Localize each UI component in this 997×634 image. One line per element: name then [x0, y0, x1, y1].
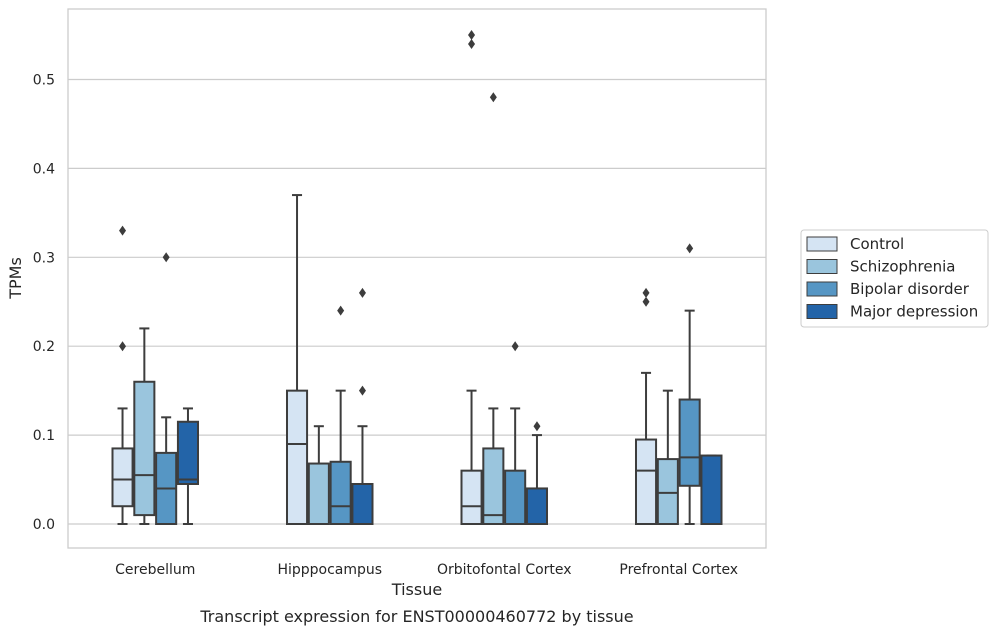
- legend-label: Bipolar disorder: [850, 280, 970, 298]
- outlier-point: [468, 30, 476, 41]
- chart-caption: Transcript expression for ENST0000046077…: [199, 607, 633, 626]
- legend-swatch: [806, 259, 838, 274]
- outlier-point: [489, 92, 497, 103]
- y-tick-label: 0.4: [33, 161, 55, 177]
- outlier-point: [642, 287, 650, 298]
- box-body: [285, 389, 309, 525]
- outlier-point: [358, 385, 366, 396]
- y-tick-label: 0.5: [33, 73, 55, 89]
- x-tick-label: Orbitofontal Cortex: [437, 562, 572, 578]
- box-body: [700, 454, 723, 525]
- x-tick-label: Prefrontal Cortex: [619, 562, 738, 578]
- box-schizophrenia: [307, 425, 330, 526]
- outlier-point: [162, 252, 170, 263]
- legend-frame: [800, 229, 989, 328]
- box-control: [111, 225, 134, 525]
- box-body: [329, 460, 352, 525]
- box-bipolar-disorder: [329, 305, 352, 525]
- box-body: [525, 487, 549, 526]
- box-control: [460, 30, 483, 526]
- outlier-point: [686, 243, 694, 254]
- box-control: [634, 287, 658, 526]
- y-axis-ticks: 0.0 0.1 0.2 0.3 0.4 0.5: [33, 73, 55, 534]
- box-major-depression: [176, 407, 200, 525]
- legend-label: Schizophrenia: [850, 258, 955, 276]
- y-tick-label: 0.2: [33, 339, 55, 355]
- box-body: [111, 447, 134, 508]
- legend-label: Control: [850, 235, 904, 253]
- box-bipolar-disorder: [504, 341, 527, 526]
- outlier-point: [511, 341, 519, 352]
- box-major-depression: [351, 287, 374, 525]
- box-body: [678, 398, 701, 487]
- legend-swatch: [806, 281, 838, 297]
- box-body: [482, 447, 505, 525]
- box-body: [176, 420, 200, 485]
- y-tick-label: 0.1: [33, 428, 55, 444]
- box-major-depression: [525, 421, 549, 526]
- box-body: [504, 469, 527, 526]
- outlier-point: [358, 287, 366, 298]
- outlier-point: [119, 341, 127, 352]
- x-axis-ticks: Cerebellum Hipppocampus Orbitofontal Corte…: [115, 562, 738, 578]
- legend-label: Major depression: [850, 303, 978, 321]
- box-body: [351, 482, 374, 525]
- x-tick-label: Cerebellum: [115, 562, 195, 578]
- box-major-depression: [700, 454, 723, 525]
- y-tick-label: 0.0: [33, 517, 55, 533]
- outlier-point: [337, 305, 345, 316]
- box-schizophrenia: [133, 327, 156, 525]
- legend-swatch: [806, 236, 838, 252]
- box-body: [460, 469, 483, 526]
- y-tick-label: 0.3: [33, 250, 55, 266]
- x-axis-title: Tissue: [391, 580, 442, 599]
- outlier-point: [468, 38, 476, 49]
- x-tick-label: Hipppocampus: [277, 562, 382, 578]
- box-body: [133, 380, 156, 517]
- box-bipolar-disorder: [678, 243, 701, 525]
- box-schizophrenia: [656, 389, 679, 525]
- outlier-point: [642, 296, 650, 307]
- legend: Control Schizophrenia Bipolar disorder Majo…: [800, 229, 989, 328]
- box-bipolar-disorder: [155, 252, 178, 526]
- outlier-point: [119, 225, 127, 236]
- box-body: [634, 438, 658, 526]
- box-schizophrenia: [482, 92, 505, 525]
- legend-swatch: [806, 304, 838, 319]
- outlier-point: [533, 421, 541, 432]
- box-control: [285, 194, 309, 525]
- plot-frame: [67, 8, 767, 549]
- box-body: [307, 462, 330, 526]
- box-body: [656, 458, 679, 525]
- y-axis-title: TPMs: [6, 257, 25, 300]
- boxes: [111, 30, 723, 526]
